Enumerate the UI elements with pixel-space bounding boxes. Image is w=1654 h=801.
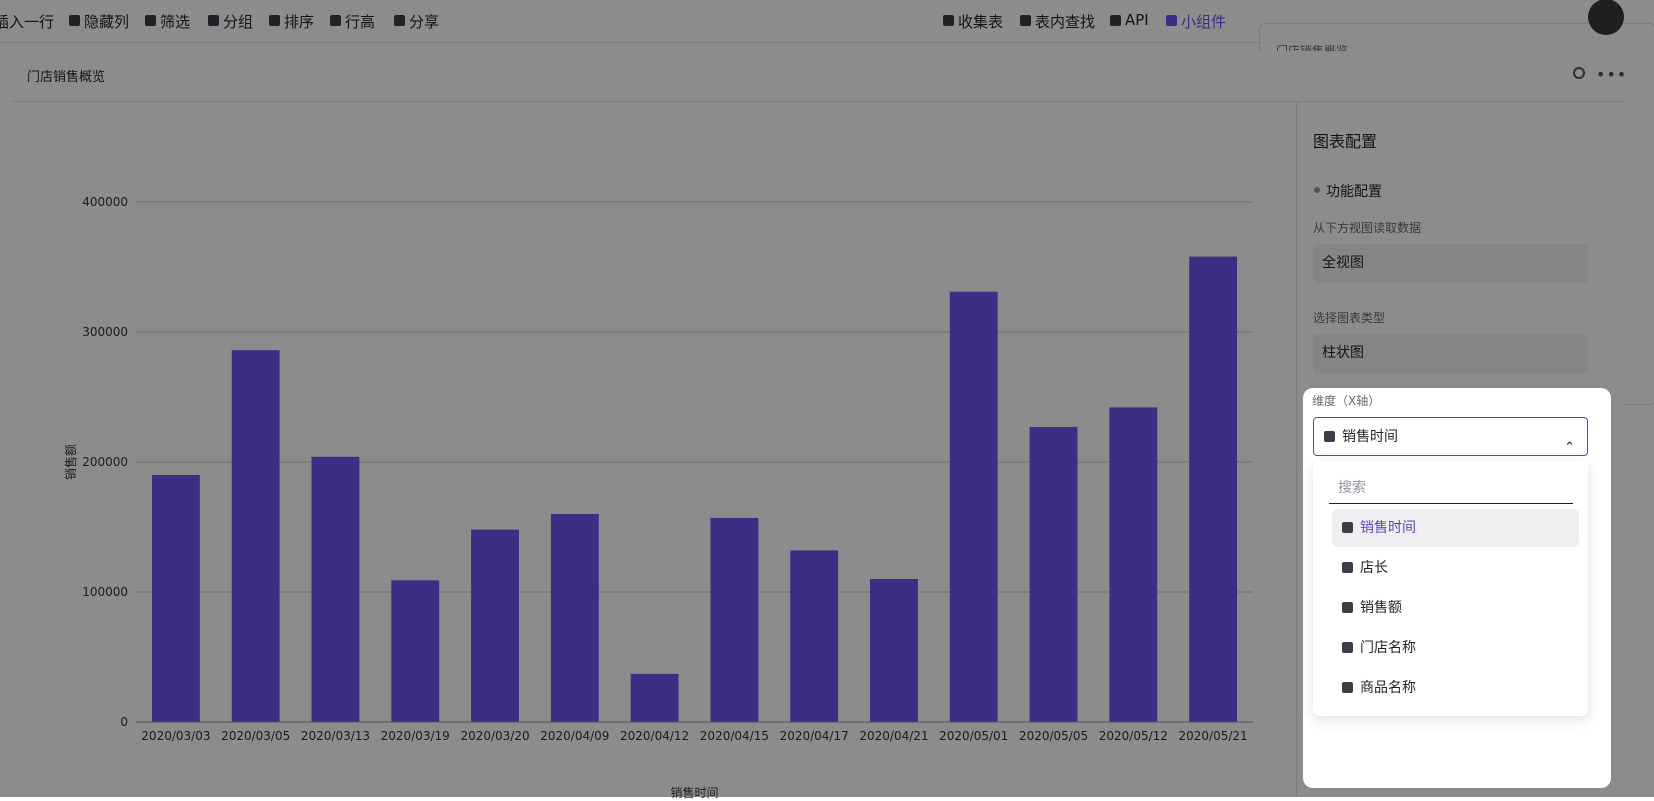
bar — [391, 580, 440, 722]
x-tick-label: 2020/03/20 — [460, 729, 529, 743]
option[interactable]: 销售时间 — [1332, 509, 1579, 547]
y-axis-label: 销售额 — [63, 444, 78, 480]
toolbar-icon — [394, 15, 405, 26]
bar — [949, 291, 998, 722]
x-tick-label: 2020/04/09 — [540, 729, 609, 743]
bar — [550, 514, 599, 722]
search-input[interactable]: 搜索 — [1338, 480, 1366, 496]
x-tick-label: 2020/05/12 — [1099, 729, 1168, 743]
select-value: 柱状图 — [1322, 345, 1364, 361]
bar — [311, 456, 360, 722]
option-label: 销售额 — [1360, 600, 1402, 616]
select-value: 销售时间 — [1342, 429, 1398, 445]
toolbar-divider — [0, 42, 1654, 43]
bar — [231, 350, 280, 722]
toolbar-icon — [1166, 15, 1177, 26]
x-tick-label: 2020/05/05 — [1019, 729, 1088, 743]
toolbar-item[interactable]: 分享 — [409, 13, 440, 31]
option-label: 门店名称 — [1360, 640, 1416, 656]
config-title: 图表配置 — [1313, 132, 1378, 151]
dimension-select[interactable]: 销售时间 ⌃ — [1313, 417, 1588, 456]
search-underline — [1329, 503, 1573, 504]
option-icon — [1342, 602, 1353, 613]
toolbar-item[interactable]: 排序 — [284, 13, 315, 31]
option-icon — [1342, 682, 1353, 693]
option[interactable]: 销售额 — [1332, 589, 1579, 627]
toolbar-item[interactable]: 分组 — [223, 13, 254, 31]
toolbar-item[interactable]: 行高 — [345, 13, 376, 31]
bar — [1029, 426, 1078, 722]
x-tick-label: 2020/04/21 — [859, 729, 928, 743]
bar — [1189, 256, 1238, 722]
panel-divider — [1296, 102, 1297, 797]
toolbar-item[interactable]: 小组件 — [1181, 13, 1227, 31]
section-title: 功能配置 — [1326, 184, 1382, 200]
option-icon — [1342, 522, 1353, 533]
settings-icon[interactable] — [1573, 67, 1585, 79]
toolbar-item[interactable]: 收集表 — [958, 13, 1004, 31]
bar — [790, 550, 839, 722]
toolbar-icon — [269, 15, 280, 26]
option-label: 销售时间 — [1360, 520, 1416, 536]
select-value: 全视图 — [1322, 255, 1364, 271]
x-tick-label: 2020/04/12 — [620, 729, 689, 743]
field-icon — [1324, 431, 1335, 442]
toolbar-icon — [330, 15, 341, 26]
bar — [471, 529, 519, 722]
toolbar-icon — [1110, 15, 1121, 26]
modal-divider — [13, 101, 1625, 102]
toolbar-icon — [145, 15, 156, 26]
option-label: 店长 — [1360, 560, 1388, 576]
option[interactable]: 门店名称 — [1332, 629, 1579, 667]
option[interactable]: 商品名称 — [1332, 669, 1579, 707]
y-tick-label: 100000 — [82, 585, 128, 599]
section-dot — [1314, 187, 1320, 193]
toolbar-icon — [69, 15, 80, 26]
x-tick-label: 2020/05/01 — [939, 729, 1008, 743]
y-tick-label: 0 — [120, 715, 128, 729]
bar — [710, 517, 759, 722]
option-icon — [1342, 562, 1353, 573]
collapse-button[interactable] — [1588, 0, 1624, 35]
bar — [630, 673, 679, 722]
bar — [151, 475, 200, 722]
toolbar-icon — [208, 15, 219, 26]
toolbar-item[interactable]: 筛选 — [160, 13, 191, 31]
chart-type-select[interactable]: 柱状图 — [1313, 334, 1588, 373]
option-list: 搜索 销售时间店长销售额门店名称商品名称 — [1313, 461, 1588, 716]
bar — [870, 579, 918, 722]
x-tick-label: 2020/03/19 — [381, 729, 450, 743]
chevron: ⌃ — [1564, 440, 1575, 455]
toolbar-item[interactable]: API — [1125, 11, 1149, 29]
option-label: 商品名称 — [1360, 680, 1416, 696]
field-label: 从下方视图读取数据 — [1313, 221, 1422, 235]
toolbar-item[interactable]: 表内查找 — [1035, 13, 1096, 31]
x-tick-label: 2020/03/05 — [221, 729, 290, 743]
toolbar-item[interactable]: 插入一行 — [0, 13, 55, 31]
x-tick-label: 2020/04/17 — [780, 729, 849, 743]
x-tick-label: 2020/05/21 — [1179, 729, 1248, 743]
toolbar-icon — [1020, 15, 1031, 26]
x-tick-label: 2020/03/03 — [141, 729, 210, 743]
view-select[interactable]: 全视图 — [1313, 244, 1588, 283]
toolbar-item[interactable]: 隐藏列 — [84, 13, 130, 31]
bar — [1109, 407, 1158, 722]
option-icon — [1342, 642, 1353, 653]
modal-title: 门店销售概览 — [27, 70, 106, 85]
y-tick-label: 400000 — [82, 195, 128, 209]
x-tick-label: 2020/04/15 — [700, 729, 769, 743]
more-icon[interactable]: ••• — [1596, 65, 1628, 84]
toolbar-icon — [943, 15, 954, 26]
x-tick-label: 2020/03/13 — [301, 729, 370, 743]
option[interactable]: 店长 — [1332, 549, 1579, 587]
x-axis-label: 销售时间 — [670, 785, 718, 800]
field-label: 维度（X轴） — [1312, 394, 1381, 408]
y-tick-label: 300000 — [82, 325, 128, 339]
field-label: 选择图表类型 — [1313, 311, 1386, 325]
dimension-popup: 维度（X轴） 销售时间 ⌃ 搜索 销售时间店长销售额门店名称商品名称 — [1303, 388, 1611, 788]
y-tick-label: 200000 — [82, 455, 128, 469]
